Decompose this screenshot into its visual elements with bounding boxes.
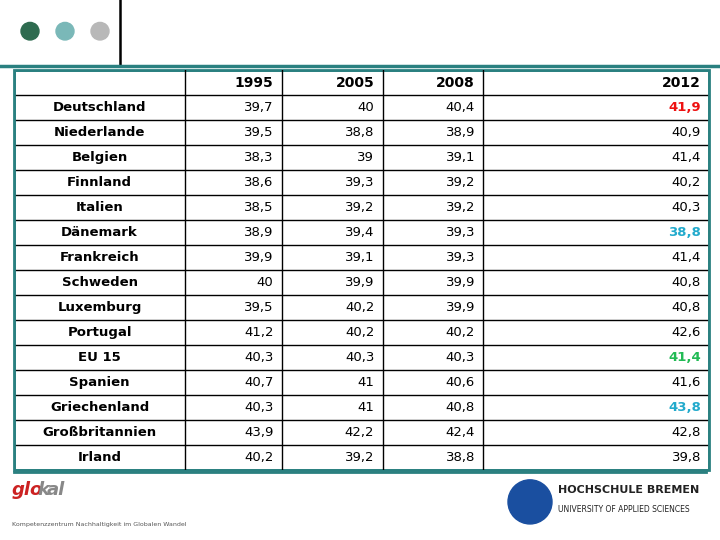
Text: Belgien: Belgien: [71, 151, 127, 164]
Text: 40,7: 40,7: [244, 376, 274, 389]
Text: Spanien: Spanien: [69, 376, 130, 389]
Text: 42,6: 42,6: [672, 326, 701, 339]
Text: 43,8: 43,8: [668, 401, 701, 414]
Text: EU 15: EU 15: [78, 351, 121, 364]
Text: 38,6: 38,6: [244, 176, 274, 189]
Text: 2012: 2012: [662, 76, 701, 90]
Text: 41,4: 41,4: [672, 251, 701, 264]
Text: Frankreich: Frankreich: [60, 251, 140, 264]
Text: 38,8: 38,8: [668, 226, 701, 239]
Text: 2008: 2008: [436, 76, 475, 90]
Text: 38,5: 38,5: [244, 201, 274, 214]
Text: 41: 41: [357, 376, 374, 389]
Text: 40,8: 40,8: [672, 276, 701, 289]
Text: Finnland: Finnland: [67, 176, 132, 189]
Text: Niederlande: Niederlande: [54, 126, 145, 139]
Text: 40,2: 40,2: [244, 451, 274, 464]
Text: HOCHSCHULE BREMEN: HOCHSCHULE BREMEN: [558, 485, 699, 495]
Text: 39,9: 39,9: [446, 276, 475, 289]
Text: 40,3: 40,3: [446, 351, 475, 364]
Text: Irland: Irland: [78, 451, 122, 464]
Text: 40: 40: [358, 101, 374, 114]
Text: glo: glo: [12, 481, 43, 499]
Text: 40,3: 40,3: [244, 401, 274, 414]
Circle shape: [56, 23, 74, 40]
Text: 39,3: 39,3: [345, 176, 374, 189]
Text: 40,2: 40,2: [345, 326, 374, 339]
Text: Dänemark: Dänemark: [61, 226, 138, 239]
Text: 39,8: 39,8: [672, 451, 701, 464]
Circle shape: [21, 23, 39, 40]
Text: 39,9: 39,9: [446, 301, 475, 314]
Text: 38,8: 38,8: [446, 451, 475, 464]
Text: 41,4: 41,4: [668, 351, 701, 364]
Text: 40,9: 40,9: [672, 126, 701, 139]
Text: 38,8: 38,8: [345, 126, 374, 139]
Text: 40,4: 40,4: [446, 101, 475, 114]
Text: 42,8: 42,8: [672, 426, 701, 439]
Text: al: al: [47, 481, 66, 499]
Text: Deutschland: Deutschland: [53, 101, 146, 114]
Text: 39,9: 39,9: [244, 251, 274, 264]
Text: 1995: 1995: [235, 76, 274, 90]
Text: 39,5: 39,5: [244, 126, 274, 139]
Text: 39,2: 39,2: [446, 176, 475, 189]
Text: 39,1: 39,1: [345, 251, 374, 264]
Text: 38,9: 38,9: [446, 126, 475, 139]
Text: 41,2: 41,2: [244, 326, 274, 339]
Text: 38,3: 38,3: [244, 151, 274, 164]
Text: 41,9: 41,9: [668, 101, 701, 114]
Text: 40,2: 40,2: [672, 176, 701, 189]
Text: 40,3: 40,3: [345, 351, 374, 364]
Text: Italien: Italien: [76, 201, 123, 214]
Text: 41: 41: [357, 401, 374, 414]
Text: 42,4: 42,4: [446, 426, 475, 439]
Text: 39,2: 39,2: [345, 201, 374, 214]
Text: 41,6: 41,6: [672, 376, 701, 389]
Text: Griechenland: Griechenland: [50, 401, 149, 414]
Circle shape: [91, 23, 109, 40]
Text: Portugal: Portugal: [67, 326, 132, 339]
Text: 39,2: 39,2: [446, 201, 475, 214]
Text: 39: 39: [357, 151, 374, 164]
Circle shape: [508, 480, 552, 524]
Text: Kompetenzzentrum Nachhaltigkeit im Globalen Wandel: Kompetenzzentrum Nachhaltigkeit im Globa…: [12, 523, 186, 528]
Text: 38,9: 38,9: [244, 226, 274, 239]
Text: Schweden: Schweden: [61, 276, 138, 289]
Text: 39,2: 39,2: [345, 451, 374, 464]
Text: 40,6: 40,6: [446, 376, 475, 389]
Text: 39,9: 39,9: [345, 276, 374, 289]
Text: 39,7: 39,7: [244, 101, 274, 114]
Text: 40,2: 40,2: [345, 301, 374, 314]
Text: k: k: [37, 481, 49, 499]
Text: 43,9: 43,9: [244, 426, 274, 439]
Text: UNIVERSITY OF APPLIED SCIENCES: UNIVERSITY OF APPLIED SCIENCES: [558, 505, 690, 515]
Text: 41,4: 41,4: [672, 151, 701, 164]
Text: Großbritannien: Großbritannien: [42, 426, 156, 439]
Text: 40,3: 40,3: [672, 201, 701, 214]
Text: 39,3: 39,3: [446, 251, 475, 264]
Text: 39,4: 39,4: [345, 226, 374, 239]
Text: 40,3: 40,3: [244, 351, 274, 364]
Text: 39,1: 39,1: [446, 151, 475, 164]
Text: 40,8: 40,8: [446, 401, 475, 414]
Text: Luxemburg: Luxemburg: [58, 301, 142, 314]
Text: 40: 40: [257, 276, 274, 289]
Text: 39,5: 39,5: [244, 301, 274, 314]
Text: 2005: 2005: [336, 76, 374, 90]
Text: 40,2: 40,2: [446, 326, 475, 339]
Text: 42,2: 42,2: [345, 426, 374, 439]
Text: 40,8: 40,8: [672, 301, 701, 314]
Text: 39,3: 39,3: [446, 226, 475, 239]
